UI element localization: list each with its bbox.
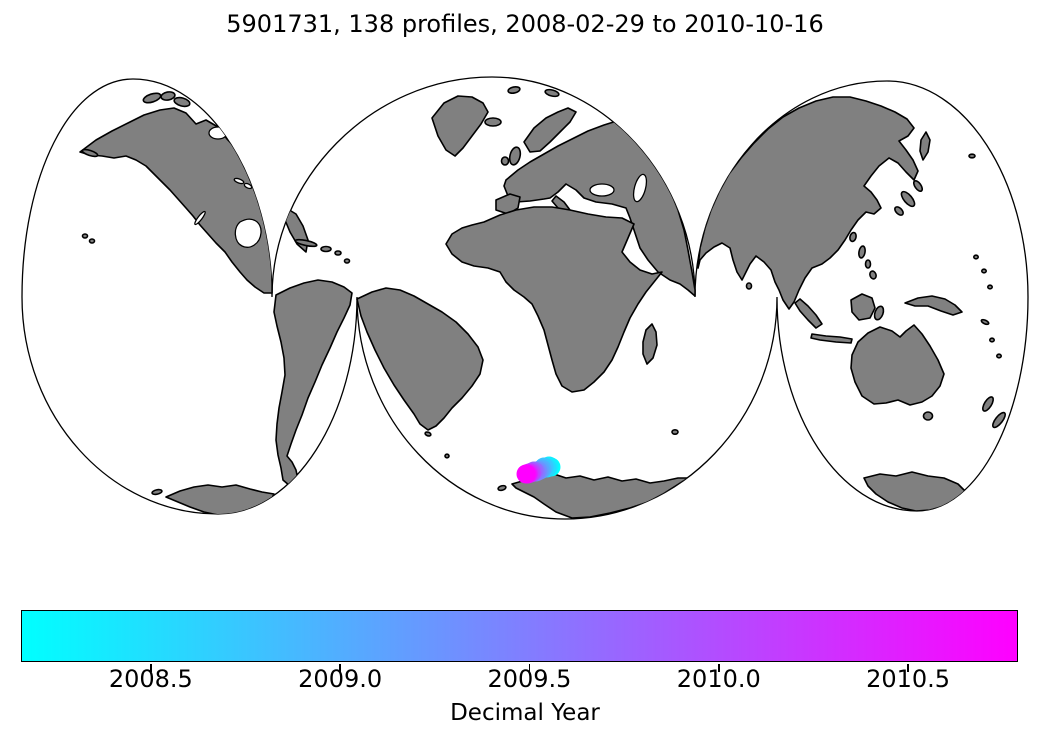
profile-marker bbox=[516, 464, 536, 484]
philippines-1 bbox=[858, 245, 866, 259]
island-hawaii-2 bbox=[88, 238, 96, 244]
island-hawaii-1 bbox=[81, 233, 89, 239]
colorbar-tick-label: 2008.5 bbox=[108, 665, 193, 693]
black-sea bbox=[589, 183, 615, 197]
island-hispaniola bbox=[320, 245, 332, 253]
island-arctic-3 bbox=[173, 96, 191, 108]
pacific-island-6 bbox=[988, 337, 995, 343]
new-zealand-north bbox=[982, 396, 994, 412]
island-arctic-1 bbox=[142, 92, 162, 104]
continent-eurasia-west bbox=[503, 117, 696, 297]
continent-north-america bbox=[79, 107, 273, 294]
colorbar-label: Decimal Year bbox=[450, 700, 600, 726]
pacific-island-4 bbox=[986, 284, 993, 290]
island-cuba bbox=[294, 238, 318, 248]
colorbar-tick-label: 2009.5 bbox=[487, 665, 572, 693]
great-lakes-2 bbox=[243, 182, 253, 190]
colorbar-tickmark bbox=[339, 663, 341, 672]
britain bbox=[508, 146, 522, 166]
island-aleutian bbox=[81, 148, 99, 158]
pacific-island-3 bbox=[980, 268, 987, 274]
island-south-sandwich bbox=[444, 453, 450, 459]
antarctica-left-islet bbox=[151, 488, 163, 496]
colorbar-tick-label: 2010.0 bbox=[676, 665, 761, 693]
svalbard bbox=[507, 86, 521, 94]
island-south-georgia bbox=[424, 431, 432, 437]
scandinavia bbox=[523, 107, 577, 153]
island-sulawesi bbox=[873, 305, 885, 321]
ireland bbox=[500, 156, 510, 166]
antarctica-center-islet bbox=[497, 484, 507, 492]
philippines-2 bbox=[864, 259, 872, 269]
pacific-island-1 bbox=[968, 153, 976, 159]
iceland bbox=[484, 117, 502, 127]
new-zealand-south bbox=[992, 411, 1006, 429]
island-sumatra bbox=[794, 298, 823, 329]
island-novaya bbox=[544, 88, 560, 98]
tasmania bbox=[922, 411, 934, 421]
pacific-island-2 bbox=[972, 254, 979, 260]
colorbar-tickmark bbox=[907, 663, 909, 672]
colorbar-tickmark bbox=[718, 663, 720, 672]
continents bbox=[79, 86, 1006, 519]
antarctica-center bbox=[511, 473, 689, 519]
island-kerguelen bbox=[671, 428, 679, 435]
colorbar-tickmark bbox=[150, 663, 152, 672]
south-america-west bbox=[273, 279, 353, 487]
hudson-bay bbox=[208, 126, 228, 140]
profile-markers bbox=[516, 456, 561, 484]
gulf-of-mexico bbox=[234, 218, 262, 248]
continent-asia bbox=[697, 96, 919, 310]
island-antilles-2 bbox=[343, 258, 351, 264]
continent-africa bbox=[445, 206, 663, 393]
iberia bbox=[495, 193, 521, 215]
madagascar bbox=[642, 323, 658, 365]
island-sakhalin bbox=[919, 131, 931, 161]
colorbar bbox=[21, 610, 1018, 662]
island-new-guinea bbox=[904, 295, 963, 316]
philippines-3 bbox=[869, 270, 877, 280]
island-antilles-1 bbox=[334, 250, 342, 256]
colorbar-tick-label: 2010.5 bbox=[866, 665, 951, 693]
australia bbox=[850, 324, 945, 406]
great-lakes-1 bbox=[233, 177, 245, 185]
colorbar-tick-label: 2009.0 bbox=[298, 665, 383, 693]
figure-title: 5901731, 138 profiles, 2008-02-29 to 201… bbox=[226, 10, 824, 38]
caspian-sea bbox=[632, 173, 648, 203]
pacific-island-7 bbox=[995, 353, 1002, 359]
island-taiwan bbox=[849, 231, 857, 243]
gulf-of-california bbox=[194, 210, 206, 226]
island-arctic-2 bbox=[160, 91, 176, 101]
japan-kyushu bbox=[894, 206, 904, 216]
falkland-islands bbox=[308, 469, 316, 475]
japan-honshu bbox=[900, 190, 916, 208]
greenland bbox=[431, 95, 489, 157]
colorbar-tickmark bbox=[528, 663, 531, 672]
island-borneo bbox=[850, 293, 876, 321]
island-sri-lanka bbox=[745, 282, 753, 290]
pacific-island-5 bbox=[980, 318, 990, 326]
island-java bbox=[810, 333, 853, 344]
japan-hokkaido bbox=[912, 179, 924, 193]
south-america-east-brazil bbox=[356, 287, 484, 431]
